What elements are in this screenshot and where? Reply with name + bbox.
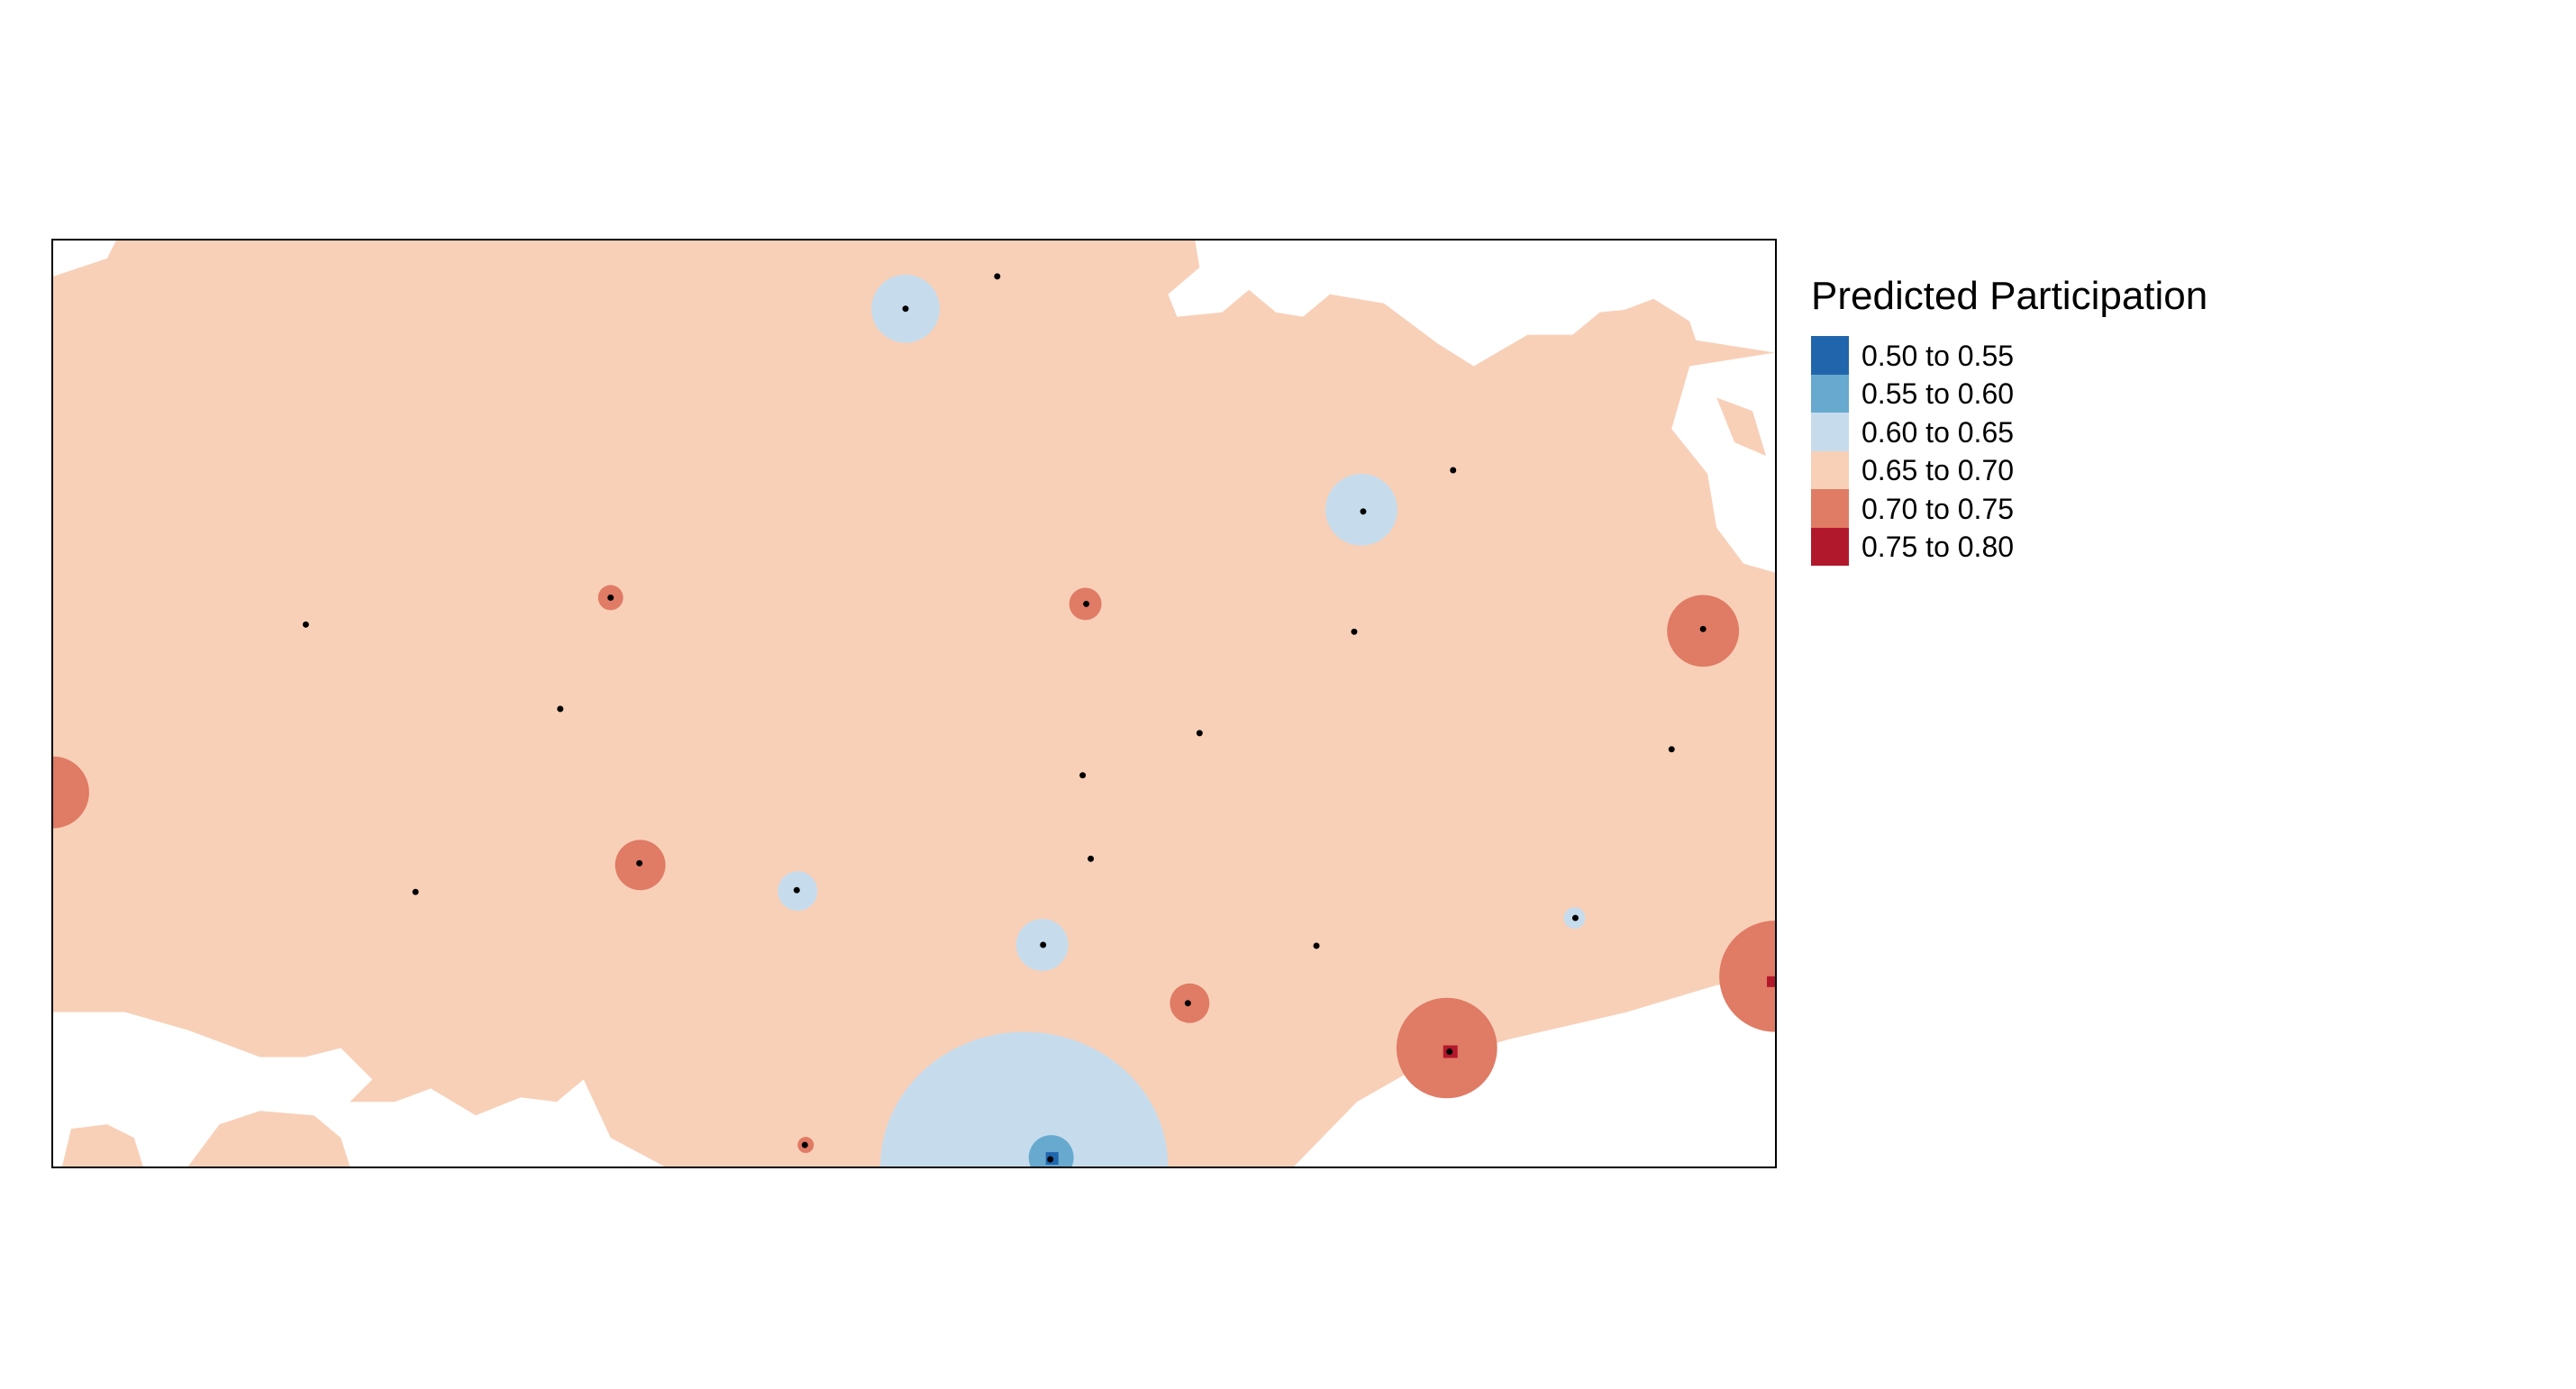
legend-swatch: [1811, 527, 1849, 567]
legend-item: 0.65 to 0.70: [1811, 450, 2280, 490]
prediction-map: [53, 241, 1775, 1167]
legend: Predicted Participation 0.50 to 0.55 0.5…: [1811, 274, 2280, 567]
map-panel: [51, 239, 1777, 1168]
legend-item: 0.60 to 0.65: [1811, 413, 2280, 451]
legend-item: 0.70 to 0.75: [1811, 489, 2280, 528]
legend-rows: 0.50 to 0.55 0.55 to 0.60 0.60 to 0.65 0…: [1811, 336, 2280, 567]
legend-swatch: [1811, 336, 1849, 375]
legend-label: 0.75 to 0.80: [1861, 531, 2015, 564]
legend-swatch: [1811, 413, 1849, 451]
legend-label: 0.65 to 0.70: [1861, 454, 2015, 487]
legend-label: 0.60 to 0.65: [1861, 415, 2015, 449]
legend-item: 0.55 to 0.60: [1811, 374, 2280, 413]
legend-swatch: [1811, 374, 1849, 413]
legend-label: 0.70 to 0.75: [1861, 492, 2015, 525]
legend-swatch: [1811, 489, 1849, 528]
legend-swatch: [1811, 450, 1849, 490]
legend-title: Predicted Participation: [1811, 274, 2208, 318]
observation-points: [302, 273, 1707, 1163]
legend-label: 0.55 to 0.60: [1861, 377, 2015, 411]
legend-item: 0.50 to 0.55: [1811, 336, 2280, 375]
water-areas: [53, 241, 1775, 1167]
halos-medium-blue: [1028, 1135, 1074, 1167]
legend-item: 0.75 to 0.80: [1811, 527, 2280, 567]
legend-label: 0.50 to 0.55: [1861, 339, 2015, 372]
base-surface: [53, 241, 1775, 1167]
